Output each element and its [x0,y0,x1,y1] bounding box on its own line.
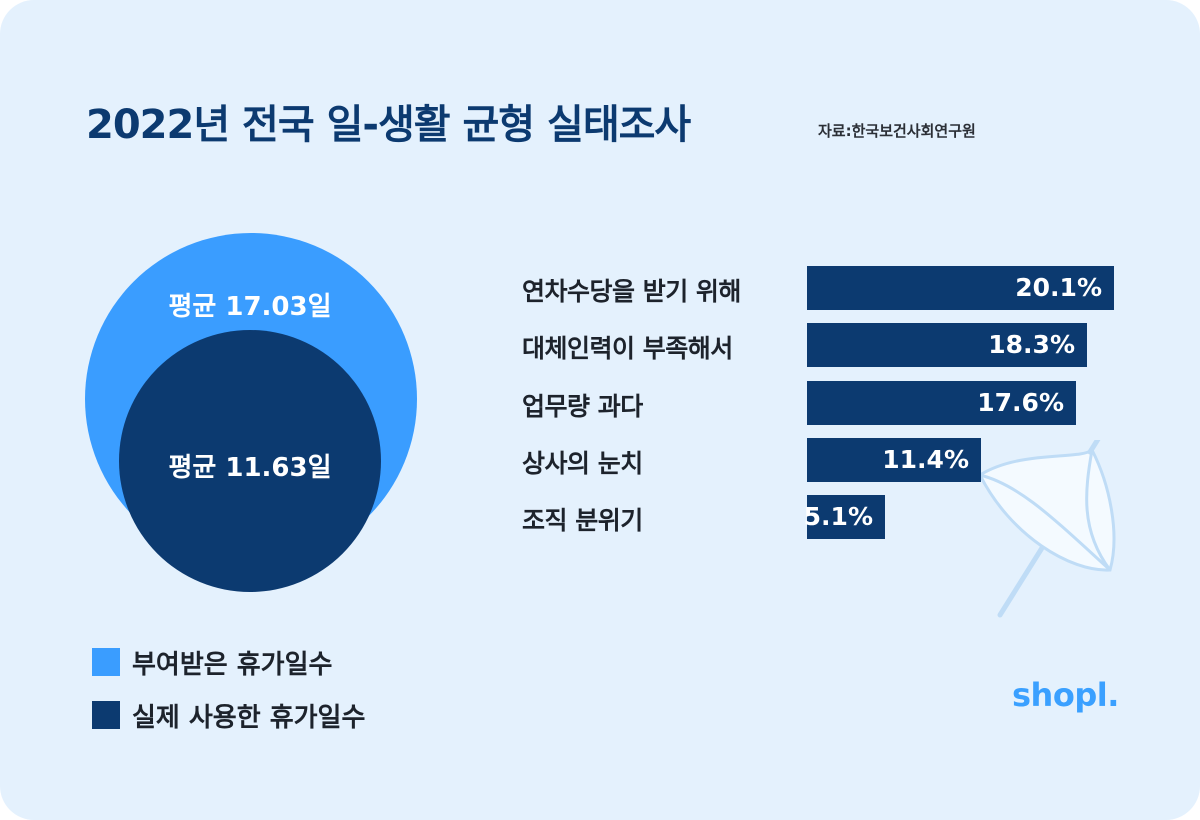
bar-category-label: 대체인력이 부족해서 [522,334,733,363]
shopl-logo: shopl. [1012,676,1119,714]
source-note: 자료:한국보건사회연구원 [818,122,976,140]
page-title: 2022년 전국 일-생활 균형 실태조사 [86,102,691,148]
bar-culture: 5.1% [803,495,885,539]
legend-label-used: 실제 사용한 휴가일수 [132,703,366,733]
bar-annual-pay: 20.1% [807,266,1114,310]
legend-swatch-used [92,701,120,729]
bar-value-label: 11.4% [882,445,969,474]
legend-label-given: 부여받은 휴가일수 [132,650,333,680]
bar-value-label: 5.1% [803,502,873,531]
bar-category-label: 상사의 눈치 [522,449,643,478]
bar-workload: 17.6% [807,381,1076,425]
given-days-label: 평균 17.03일 [168,292,332,322]
used-days-circle [119,330,381,592]
bar-boss-eyes: 11.4% [807,438,981,482]
bar-category-label: 연차수당을 받기 위해 [522,277,741,306]
umbrella-icon [978,440,1116,618]
bar-value-label: 18.3% [988,330,1075,359]
bar-staff-shortage: 18.3% [807,323,1087,367]
legend-swatch-given [92,648,120,676]
bar-category-label: 업무량 과다 [522,392,643,421]
bar-value-label: 20.1% [1015,273,1102,302]
used-days-label: 평균 11.63일 [168,453,332,483]
bar-value-label: 17.6% [977,388,1064,417]
bar-category-label: 조직 분위기 [522,506,643,535]
